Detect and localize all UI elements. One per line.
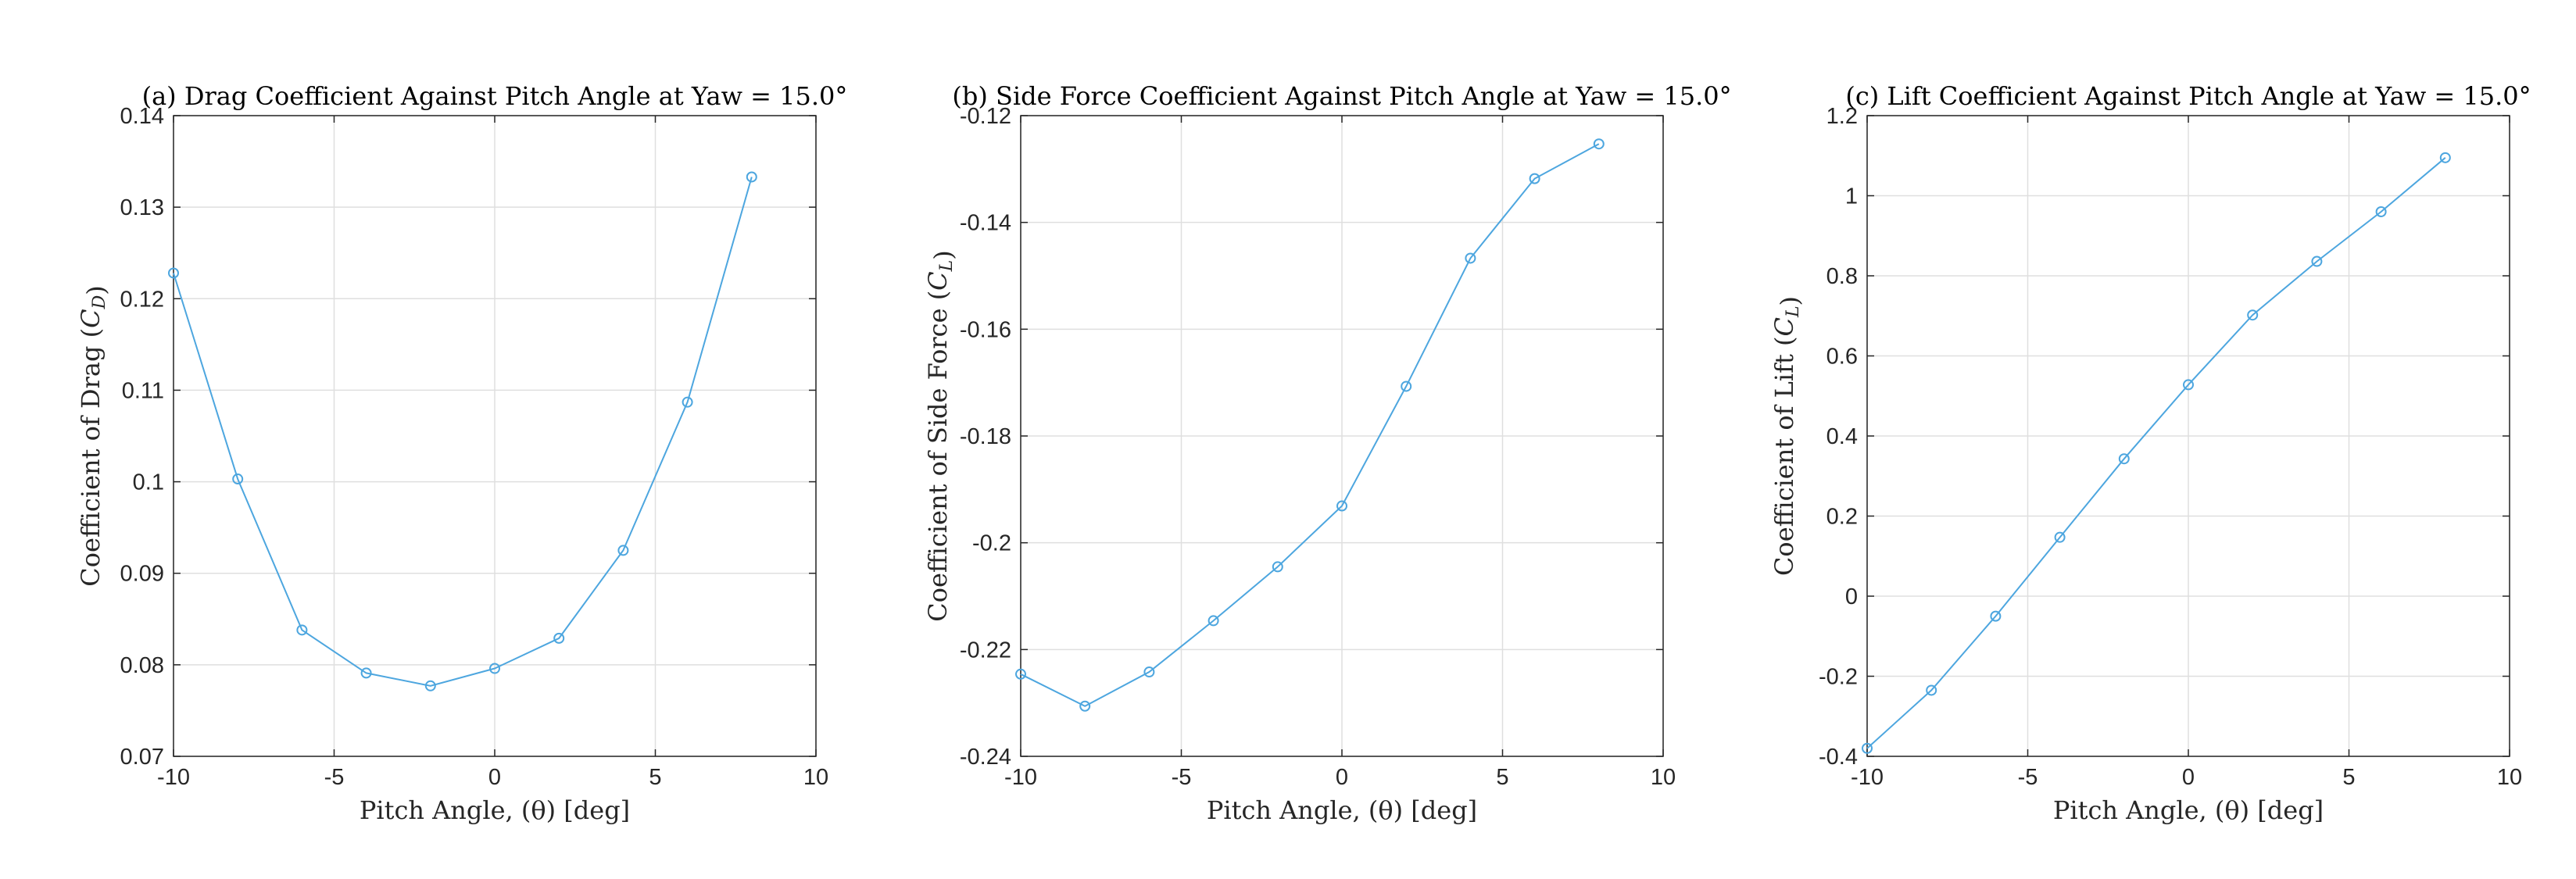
- lift-x-tick-label: -10: [1851, 765, 1884, 790]
- lift-x-tick-label: 10: [2497, 765, 2522, 790]
- side-force-data-point: [1336, 500, 1347, 512]
- drag-x-tick-label: 0: [488, 765, 501, 790]
- lift-x-tick-label: 5: [2342, 765, 2355, 790]
- drag-x-tick-label: -10: [157, 765, 190, 790]
- side-force-y-tick-label: -0.18: [960, 424, 1011, 449]
- lift-y-tick-label: 0: [1845, 584, 1858, 609]
- drag-chart: -10 -5 0 5 10 0.07 0.08 0.09 0.1 0.11 0.12 0.13 0.14…: [76, 81, 847, 825]
- lift-x-tick-label: 0: [2182, 765, 2195, 790]
- drag-data-point: [553, 632, 565, 644]
- drag-x-tick-label: 5: [649, 765, 661, 790]
- side-force-y-tick-label: -0.22: [960, 638, 1011, 663]
- drag-data-point: [489, 663, 500, 674]
- drag-series-line: [173, 177, 753, 687]
- lift-data-point: [2054, 531, 2066, 543]
- side-force-data-point: [1401, 381, 1412, 392]
- lift-y-tick-label: 1.2: [1826, 104, 1858, 129]
- side-force-y-axis-label: Coefficient of Side Force (CL): [923, 250, 958, 622]
- lift-y-tick-label: 0.6: [1826, 345, 1858, 370]
- side-force-y-tick-label: -0.2: [972, 531, 1011, 556]
- side-force-data-point: [1593, 138, 1605, 150]
- drag-data-point: [232, 473, 244, 485]
- drag-data-point: [168, 267, 179, 279]
- drag-data-point: [617, 545, 629, 556]
- drag-y-axis-label: Coefficient of Drag (CD): [76, 285, 111, 586]
- side-force-y-tick-label: -0.16: [960, 317, 1011, 342]
- drag-y-tick-label: 0.11: [122, 378, 164, 403]
- drag-data-point: [296, 624, 308, 636]
- lift-data-point: [1926, 684, 1937, 696]
- side-force-x-tick-label: -5: [1172, 765, 1192, 790]
- drag-y-tick-label: 0.13: [120, 195, 164, 220]
- side-force-x-tick-label: 10: [1651, 765, 1676, 790]
- lift-data-point: [2247, 309, 2259, 321]
- drag-y-tick-label: 0.08: [120, 653, 164, 678]
- side-force-chart: -10 -5 0 5 10 -0.24 -0.22 -0.2 -0.18 -0.16 -0.14 -0…: [923, 81, 1732, 825]
- side-force-data-point: [1079, 700, 1091, 712]
- lift-y-tick-label: 0.8: [1826, 264, 1858, 289]
- side-force-data-point: [1143, 666, 1155, 678]
- lift-y-tick-label: -0.4: [1819, 745, 1858, 770]
- side-force-y-tick-label: -0.24: [960, 745, 1011, 770]
- lift-data-point: [1990, 610, 2002, 622]
- lift-data-point: [2439, 152, 2451, 163]
- side-force-data-point: [1015, 668, 1026, 680]
- side-force-data-point: [1208, 615, 1219, 627]
- drag-y-tick-label: 0.09: [120, 562, 164, 587]
- drag-data-point: [360, 667, 372, 679]
- lift-data-point: [2118, 453, 2130, 465]
- drag-data-point: [746, 171, 757, 183]
- drag-x-axis-label: Pitch Angle, (θ) [deg]: [360, 795, 630, 825]
- lift-y-tick-label: 1: [1845, 184, 1858, 209]
- lift-data-point: [2311, 255, 2323, 267]
- side-force-series-line: [1020, 143, 1600, 707]
- lift-x-axis-label: Pitch Angle, (θ) [deg]: [2053, 795, 2324, 825]
- drag-chart-title: (a) Drag Coefficient Against Pitch Angle…: [142, 81, 848, 111]
- side-force-x-tick-label: 0: [1336, 765, 1348, 790]
- drag-y-tick-label: 0.07: [120, 745, 164, 770]
- side-force-x-tick-label: -10: [1004, 765, 1037, 790]
- drag-data-point: [424, 680, 436, 691]
- lift-y-tick-label: 0.4: [1826, 424, 1858, 449]
- lift-data-point: [1862, 742, 1873, 754]
- drag-y-tick-label: 0.1: [133, 470, 164, 495]
- lift-series-line: [1866, 157, 2446, 749]
- lift-x-tick-label: -5: [2018, 765, 2038, 790]
- side-force-data-point: [1529, 173, 1540, 184]
- side-force-x-tick-label: 5: [1496, 765, 1508, 790]
- lift-data-point: [2183, 379, 2194, 391]
- side-force-y-tick-label: -0.14: [960, 211, 1011, 236]
- side-force-chart-title: (b) Side Force Coefficient Against Pitch…: [952, 81, 1731, 111]
- lift-y-tick-label: -0.2: [1819, 665, 1858, 690]
- drag-y-tick-label: 0.14: [120, 104, 164, 129]
- lift-chart: -10 -5 0 5 10 -0.4 -0.2 0 0.2 0.4 0.6 0.8 1 1.2(c) Li…: [1769, 81, 2531, 825]
- lift-chart-title: (c) Lift Coefficient Against Pitch Angle…: [1845, 81, 2531, 111]
- side-force-data-point: [1465, 252, 1476, 264]
- side-force-data-point: [1272, 561, 1283, 573]
- side-force-x-axis-label: Pitch Angle, (θ) [deg]: [1207, 795, 1477, 825]
- lift-y-tick-label: 0.2: [1826, 505, 1858, 530]
- lift-y-axis-label: Coefficient of Lift (CL): [1769, 296, 1805, 576]
- drag-data-point: [682, 396, 693, 408]
- drag-x-tick-label: 10: [803, 765, 828, 790]
- lift-data-point: [2375, 206, 2387, 217]
- drag-y-tick-label: 0.12: [120, 287, 164, 312]
- drag-x-tick-label: -5: [324, 765, 345, 790]
- side-force-y-tick-label: -0.12: [960, 104, 1011, 129]
